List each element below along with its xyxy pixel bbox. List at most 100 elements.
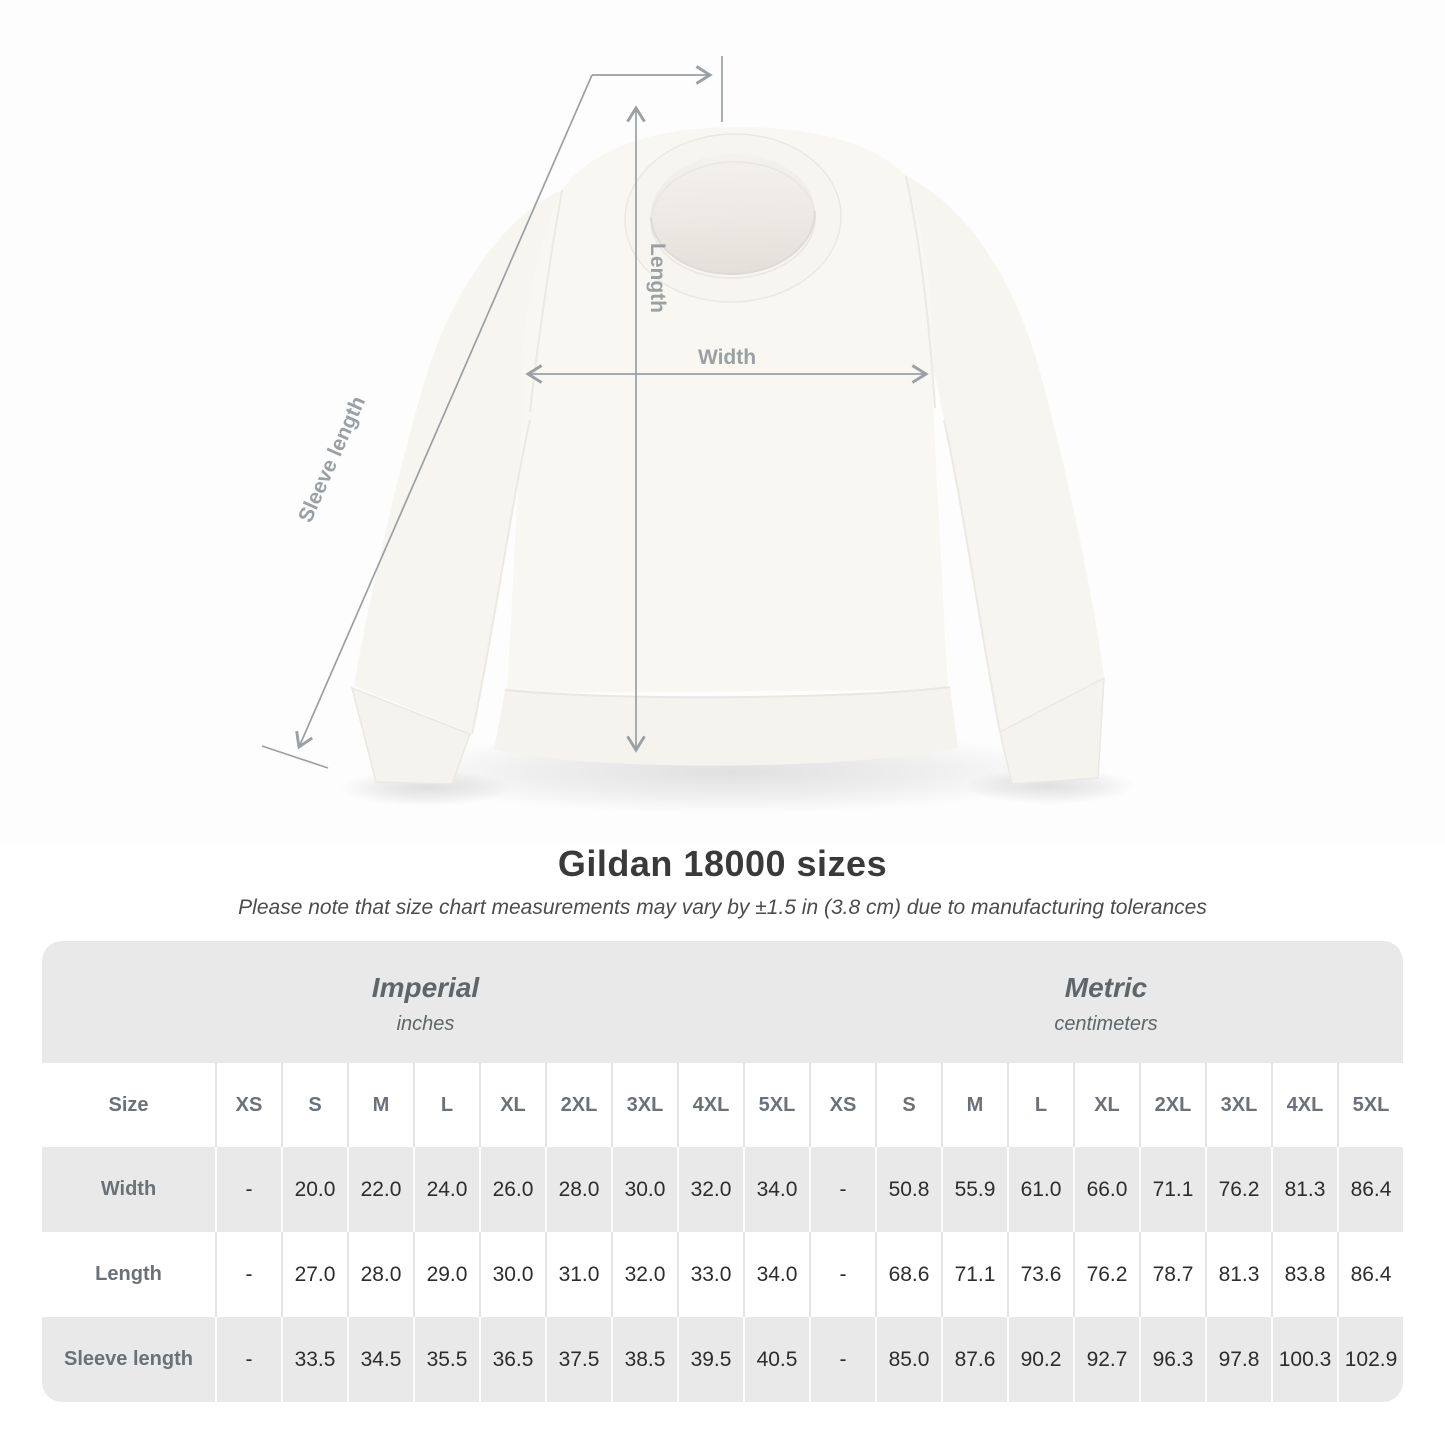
size-column-header: Size [108,1093,149,1116]
row-label: Sleeve length [64,1348,193,1370]
unit-group-metric: Metric centimeters [809,941,1403,1063]
size-value: 92.7 [1073,1317,1139,1402]
size-header-imperial: 5XL [743,1063,809,1147]
unit-name-metric: Metric [1064,972,1148,1003]
size-value: 81.3 [1205,1232,1271,1317]
size-value: 33.0 [677,1232,743,1317]
size-grid: Size XS S M L XL 2XL 3XL 4XL 5XL XS S M L XL 2XL 3XL 4XL 5… [42,1063,1403,1402]
size-value: 85.0 [875,1317,941,1402]
unit-sub-imperial: inches [396,1013,455,1035]
size-value: 28.0 [545,1147,611,1232]
page-title: Gildan 18000 sizes [557,843,888,884]
size-header-metric: L [1007,1063,1073,1147]
size-header-metric: 5XL [1337,1063,1403,1147]
size-value: 24.0 [413,1147,479,1232]
size-value: 87.6 [941,1317,1007,1402]
size-value: - [215,1232,281,1317]
size-header-imperial: 3XL [611,1063,677,1147]
size-value: 76.2 [1205,1147,1271,1232]
size-table: Imperial inches Metric centimeters Size X… [42,941,1403,1402]
size-value: 71.1 [941,1232,1007,1317]
size-header-metric: XS [809,1063,875,1147]
tolerance-note: Please note that size chart measurements… [238,896,1207,919]
size-value: 78.7 [1139,1232,1205,1317]
sweatshirt-collar [624,133,842,303]
row-label: Length [95,1263,162,1285]
size-value: 61.0 [1007,1147,1073,1232]
garment-seams [471,175,1001,735]
size-value: 38.5 [611,1317,677,1402]
size-value: 37.5 [545,1317,611,1402]
size-value: 100.3 [1271,1317,1337,1402]
size-value: 22.0 [347,1147,413,1232]
size-value: 73.6 [1007,1232,1073,1317]
row-label: Width [100,1178,157,1200]
size-header-imperial: M [347,1063,413,1147]
size-value: 30.0 [611,1147,677,1232]
table-header-row: Size XS S M L XL 2XL 3XL 4XL 5XL XS S M L XL 2XL 3XL 4XL 5… [42,1063,1403,1147]
size-value: 33.5 [281,1317,347,1402]
size-value: 76.2 [1073,1232,1139,1317]
size-header-imperial: S [281,1063,347,1147]
size-header-metric: 3XL [1205,1063,1271,1147]
unit-band: Imperial inches Metric centimeters [42,941,1403,1063]
sweatshirt-body [507,126,948,693]
size-value: 32.0 [677,1147,743,1232]
size-value: 40.5 [743,1317,809,1402]
size-value: 86.4 [1337,1232,1403,1317]
size-value: 20.0 [281,1147,347,1232]
size-value: 35.5 [413,1317,479,1402]
size-value: 30.0 [479,1232,545,1317]
size-value: 68.6 [875,1232,941,1317]
size-value: 96.3 [1139,1317,1205,1402]
size-header-imperial: 4XL [677,1063,743,1147]
table-row: Sleeve length -33.5 34.5 35.5 36.5 37.5 38.5 39… [42,1317,1403,1402]
sweatshirt-right-cuff [999,676,1105,785]
size-value: 39.5 [677,1317,743,1402]
table-row: Length -27.0 28.0 29.0 30.0 31.0 32.0 33.0 34.0-… [42,1232,1403,1317]
size-value: 66.0 [1073,1147,1139,1232]
size-header-imperial: XS [215,1063,281,1147]
size-header-imperial: XL [479,1063,545,1147]
size-value: 28.0 [347,1232,413,1317]
measurement-lines [261,56,929,769]
size-value: 34.0 [743,1147,809,1232]
size-header-metric: 4XL [1271,1063,1337,1147]
size-header-metric: M [941,1063,1007,1147]
size-value: - [215,1317,281,1402]
sleeve-measure-tick-bottom [261,745,329,769]
size-value: 26.0 [479,1147,545,1232]
sweatshirt-left-cuff [350,686,471,785]
size-header-metric: 2XL [1139,1063,1205,1147]
size-value: 34.0 [743,1232,809,1317]
sweatshirt-hem-band [494,687,958,766]
unit-group-imperial: Imperial inches [42,941,809,1063]
sweatshirt-diagram-image: Length Width Sleeve length [261,56,1135,814]
size-value: - [215,1147,281,1232]
table-row: Width -20.0 22.0 24.0 26.0 28.0 30.0 32.0 34.0-5… [42,1147,1403,1232]
size-header-imperial: 2XL [545,1063,611,1147]
length-measure-label: Length [646,243,669,313]
unit-sub-metric: centimeters [1054,1013,1158,1035]
unit-name-imperial: Imperial [371,972,480,1003]
size-header-metric: S [875,1063,941,1147]
sleeve-measure-diagonal-line [295,74,593,750]
size-value: - [809,1147,875,1232]
size-value: 86.4 [1337,1147,1403,1232]
size-value: 102.9 [1337,1317,1403,1402]
size-value: 31.0 [545,1232,611,1317]
size-value: 27.0 [281,1232,347,1317]
size-header-metric: XL [1073,1063,1139,1147]
size-value: 55.9 [941,1147,1007,1232]
width-measure-label: Width [698,346,756,369]
size-value: - [809,1232,875,1317]
size-value: 90.2 [1007,1317,1073,1402]
size-value: 50.8 [875,1147,941,1232]
size-diagram: Length Width Sleeve length [261,56,1135,814]
size-value: 81.3 [1271,1147,1337,1232]
size-value: 97.8 [1205,1317,1271,1402]
size-value: 83.8 [1271,1232,1337,1317]
hem-seam [504,686,951,699]
size-value: 71.1 [1139,1147,1205,1232]
size-value: 32.0 [611,1232,677,1317]
